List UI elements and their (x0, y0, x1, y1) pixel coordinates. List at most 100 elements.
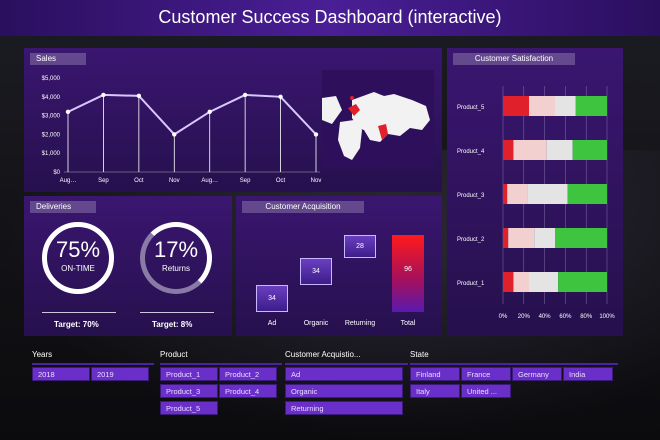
satisfaction-segment (555, 228, 607, 248)
deliveries-panel-title: Deliveries (30, 201, 96, 213)
satisfaction-segment (503, 272, 514, 292)
sales-x-tick: Nov (169, 178, 180, 184)
satisfaction-segment (503, 184, 508, 204)
slicer-product-label: Product (160, 350, 188, 359)
satisfaction-x-tick: 40% (539, 314, 552, 320)
ontime-label: ON-TIME (61, 264, 95, 273)
satisfaction-segment (529, 272, 559, 292)
slicer-product-item[interactable]: Product_2 (219, 367, 277, 381)
sales-y-tick: $5,000 (42, 76, 61, 82)
satisfaction-chart: 0% 20% 40% 60% 80% 100% Product_5 Product_4 Prod… (457, 86, 615, 320)
satisfaction-segment (575, 96, 607, 116)
slicer-product-item[interactable]: Product_3 (160, 384, 218, 398)
slicer-state-item[interactable]: Germany (512, 367, 562, 381)
sales-panel-title: Sales (30, 53, 86, 65)
satisfaction-panel-title: Customer Satisfaction (453, 53, 575, 65)
title-bar: Customer Success Dashboard (interactive) (0, 0, 660, 36)
acquisition-data-label: 28 (356, 243, 364, 251)
returns-label: Returns (161, 264, 190, 273)
satisfaction-segment (503, 140, 514, 160)
sales-y-tick: $2,000 (42, 132, 61, 138)
slicer-state-underline (410, 363, 618, 365)
satisfaction-category-label: Product_3 (457, 193, 485, 199)
slicer-state-item[interactable]: Italy (410, 384, 460, 398)
satisfaction-x-tick: 80% (580, 314, 593, 320)
satisfaction-x-tick: 100% (599, 314, 615, 320)
satisfaction-panel: Customer Satisfaction 0% 20% 40% 60% 80% 100%… (447, 48, 623, 336)
returns-gauge (140, 222, 212, 294)
satisfaction-segment (555, 96, 576, 116)
satisfaction-segment (572, 140, 607, 160)
sales-series-line (67, 93, 317, 136)
satisfaction-segment (546, 140, 573, 160)
acquisition-data-label: 34 (268, 295, 276, 303)
map-highlight-india (378, 124, 388, 140)
acquisition-x-tick: Total (400, 320, 416, 327)
slicer-state-item[interactable]: United ... (461, 384, 511, 398)
slicer-product-underline (160, 363, 282, 365)
slicer-product-item[interactable]: Product_4 (219, 384, 277, 398)
slicer-acquisition-underline (285, 363, 408, 365)
slicer-product-item[interactable]: Product_5 (160, 401, 218, 415)
satisfaction-segment (513, 272, 529, 292)
slicer-years-underline (32, 363, 154, 365)
sales-x-tick: Sep (98, 178, 109, 184)
acquisition-bar: 34 (256, 284, 288, 312)
sales-point (313, 132, 319, 137)
map-highlight-europe (348, 104, 360, 116)
slicer-state-item[interactable]: France (461, 367, 511, 381)
sales-point (172, 132, 177, 137)
slicer-product-item[interactable]: Product_1 (160, 367, 218, 381)
sales-x-tick: Oct (134, 178, 144, 184)
dashboard-title: Customer Success Dashboard (interactive) (158, 7, 502, 27)
acquisition-panel: Customer Acquisition 34 Ad 34 Organic 28 Retu… (236, 196, 442, 336)
satisfaction-segment (503, 96, 529, 116)
satisfaction-segment (567, 184, 607, 204)
ontime-value: 75% (55, 237, 101, 262)
acquisition-bar: 34 (300, 257, 332, 285)
satisfaction-category-label: Product_5 (457, 105, 485, 111)
sales-y-tick: $0 (53, 170, 60, 176)
satisfaction-x-tick: 20% (518, 314, 531, 320)
satisfaction-segment (507, 184, 528, 204)
map-land-europe (352, 92, 430, 142)
slicer-years-item[interactable]: 2018 (32, 367, 90, 381)
sales-x-tick: Oct (276, 178, 286, 184)
sales-x-tick: Aug… (60, 178, 77, 184)
acquisition-bar: 28 (344, 235, 376, 258)
satisfaction-segment (508, 228, 535, 248)
acquisition-data-label: 34 (312, 268, 320, 276)
acquisition-chart: 34 Ad 34 Organic 28 Returning 96 Total (236, 196, 442, 336)
acquisition-x-tick: Organic (303, 320, 329, 327)
slicer-state-item[interactable]: Finland (410, 367, 460, 381)
satisfaction-x-tick: 0% (499, 314, 508, 320)
slicer-acquisition-item[interactable]: Organic (285, 384, 403, 398)
map-land-america (322, 96, 342, 124)
satisfaction-x-tick: 60% (559, 314, 572, 320)
sales-point (207, 109, 212, 115)
ontime-divider (42, 312, 116, 313)
acquisition-data-label: 96 (404, 265, 412, 273)
sales-y-tick: $1,000 (42, 151, 61, 157)
satisfaction-segment (558, 272, 607, 292)
slicer-years-item[interactable]: 2019 (91, 367, 149, 381)
sales-point (65, 109, 71, 115)
returns-values: 17% Returns (140, 222, 212, 294)
returns-target: Target: 8% (152, 320, 193, 329)
map-land-africa (338, 120, 362, 160)
returns-value: 17% (153, 237, 199, 262)
ontime-target: Target: 70% (54, 320, 99, 329)
slicer-years-label: Years (32, 350, 53, 359)
satisfaction-category-label: Product_4 (457, 149, 485, 155)
slicer-acquisition-item[interactable]: Ad (285, 367, 403, 381)
slicer-state-item[interactable]: India (563, 367, 613, 381)
ontime-values: 75% ON-TIME (42, 222, 114, 294)
satisfaction-category-label: Product_1 (457, 281, 485, 287)
slicer-acquisition-item[interactable]: Returning (285, 401, 403, 415)
sales-x-tick: Sep (240, 178, 251, 184)
deliveries-panel: Deliveries 75% ON-TIME Target: 70% 17% R… (24, 196, 232, 336)
satisfaction-segment (513, 140, 547, 160)
acquisition-total-bar: 96 (392, 235, 424, 312)
satisfaction-segment (527, 184, 568, 204)
sales-x-tick: Nov (311, 178, 322, 184)
